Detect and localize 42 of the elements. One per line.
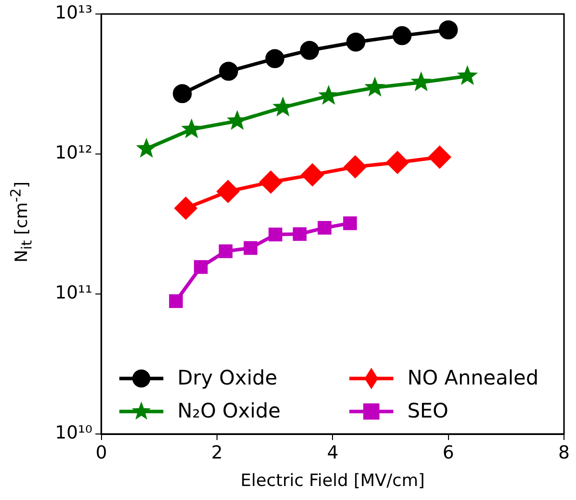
x-tick-label: 0 [96,442,108,464]
point [386,150,409,174]
point [268,228,282,242]
y-tick-label: 10¹⁰ [54,422,92,444]
point [194,260,208,274]
legend-label: N₂O Oxide [177,398,281,423]
point [292,227,307,241]
x-tick-label: 6 [442,442,454,464]
point [244,241,258,255]
point [343,216,357,230]
point [344,155,367,178]
point [364,76,386,97]
point [181,118,202,138]
point [410,71,432,92]
legend-label: SEO [407,398,448,423]
point [456,65,478,86]
y-tick-label: 10¹² [54,142,92,164]
x-tick-label: 4 [326,442,338,464]
point [428,146,452,169]
point [392,26,412,46]
point [300,40,320,60]
point [438,20,458,40]
point [318,84,340,105]
x-tick-label: 8 [558,442,570,464]
point [346,32,366,52]
point [318,220,332,235]
point [136,138,157,158]
point [265,49,284,68]
legend-label: NO Annealed [407,366,539,390]
x-axis-title: Electric Field [MV/cm] [240,471,425,492]
point [169,294,183,308]
point [174,196,198,220]
x-tick-label: 2 [211,442,223,464]
point [172,84,192,104]
point [300,163,324,186]
legend-label: Dry Oxide [177,366,278,390]
point [218,244,233,258]
point [216,180,240,203]
point [259,170,282,194]
y-tick-label: 10¹¹ [54,282,92,304]
y-tick-label: 10¹³ [54,2,92,24]
point [219,62,238,81]
